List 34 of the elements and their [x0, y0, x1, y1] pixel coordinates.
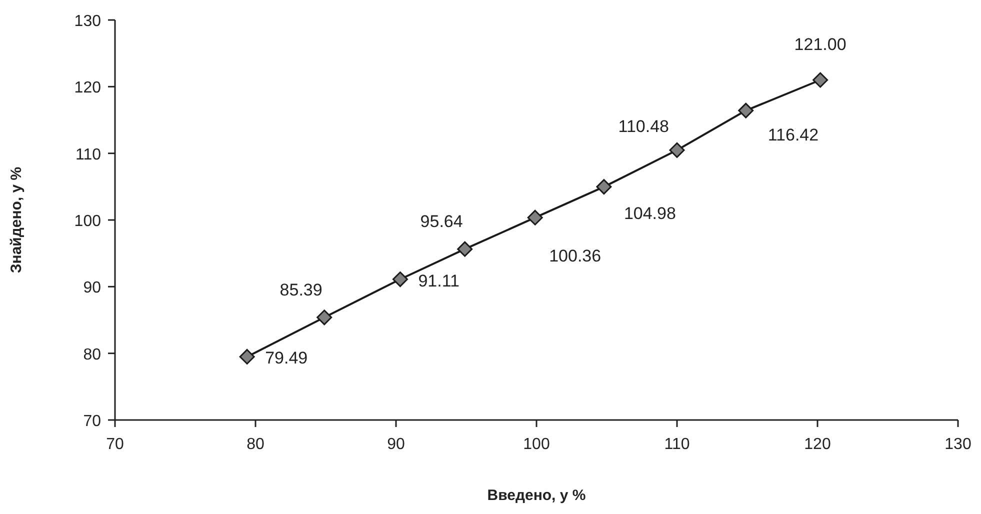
x-tick-label: 70	[106, 436, 124, 453]
point	[316, 310, 332, 326]
y-tick-label: 90	[83, 280, 102, 297]
point	[457, 241, 473, 257]
point	[392, 272, 408, 288]
x-tick-label: 100	[523, 436, 550, 453]
y-tick-label: 80	[83, 346, 102, 364]
point	[669, 142, 685, 158]
point	[738, 102, 754, 118]
y-tick-label: 120	[74, 80, 102, 97]
data-label: 95.64	[420, 212, 463, 232]
data-label: 100.36	[549, 246, 602, 266]
data-label: 116.42	[768, 126, 819, 145]
data-label: 91.11	[418, 271, 460, 290]
point	[239, 348, 255, 364]
x-tick-label: 130	[944, 436, 972, 453]
x-tick-label: 90	[387, 436, 405, 453]
data-label: 79.49	[265, 348, 308, 368]
data-label: 104.98	[624, 204, 676, 223]
x-tick-label: 110	[664, 436, 690, 453]
y-tick-label: 70	[83, 413, 102, 430]
x-tick-label: 80	[246, 436, 264, 453]
point	[812, 72, 828, 88]
point	[596, 179, 612, 195]
x-tick-label: 120	[804, 436, 831, 453]
x-axis-title: Введено, у %	[487, 487, 586, 504]
point	[527, 210, 543, 226]
data-label: 110.48	[618, 117, 669, 136]
data-label: 85.39	[280, 280, 322, 300]
data-label: 121.00	[794, 35, 846, 54]
y-tick-label: 130	[74, 13, 102, 30]
y-tick-label: 100	[74, 213, 102, 230]
y-axis-title: Знайдено, у %	[8, 166, 25, 274]
y-tick-label: 110	[75, 146, 102, 164]
